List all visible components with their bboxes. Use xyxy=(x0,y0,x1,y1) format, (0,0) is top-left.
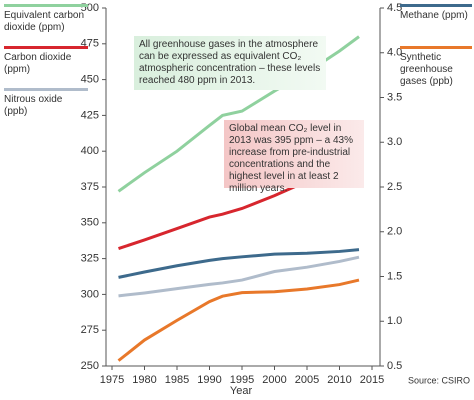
x-tick-label: 2005 xyxy=(295,374,319,386)
legend-label: Synthetic greenhouse gases (ppb) xyxy=(400,52,453,87)
y2-tick-label: 0.5 xyxy=(387,360,402,372)
legend-swatch xyxy=(400,4,472,7)
series-line xyxy=(118,255,360,298)
legend-item: Nitrous oxide (ppb) xyxy=(4,88,88,118)
y2-tick-label: 4.5 xyxy=(387,2,402,14)
x-tick-label: 1980 xyxy=(132,374,156,386)
legend-swatch xyxy=(4,46,88,49)
y2-tick-label: 2.0 xyxy=(387,226,402,238)
x-tick-label: 2010 xyxy=(327,374,351,386)
annotation: Global mean CO₂ level in 2013 was 395 pp… xyxy=(224,120,364,194)
y-tick-label: 300 xyxy=(81,288,99,300)
y2-tick-label: 3.0 xyxy=(387,136,402,148)
y2-tick-label: 2.5 xyxy=(387,181,402,193)
x-tick-label: 1975 xyxy=(100,374,124,386)
x-tick-label: 1995 xyxy=(230,374,254,386)
source: Source: CSIRO xyxy=(408,375,470,385)
y2-tick-label: 3.5 xyxy=(387,91,402,103)
y-tick-label: 350 xyxy=(81,217,99,229)
y-tick-label: 425 xyxy=(81,109,99,121)
x-tick-label: 1985 xyxy=(165,374,189,386)
legend-label: Equivalent carbon dioxide (ppm) xyxy=(4,10,85,33)
legend-label: Methane (ppm) xyxy=(400,10,468,21)
legend-swatch xyxy=(4,88,88,91)
x-tick-label: 2015 xyxy=(360,374,384,386)
y-tick-label: 250 xyxy=(81,360,99,372)
y-tick-label: 325 xyxy=(81,253,99,265)
x-tick-label: 1990 xyxy=(197,374,221,386)
legend-swatch xyxy=(4,4,88,7)
legend-item: Equivalent carbon dioxide (ppm) xyxy=(4,4,88,34)
legend-label: Nitrous oxide (ppb) xyxy=(4,94,63,117)
y-tick-label: 400 xyxy=(81,145,99,157)
legend-item: Carbon dioxide (ppm) xyxy=(4,46,88,76)
y-tick-label: 275 xyxy=(81,324,99,336)
y2-tick-label: 1.5 xyxy=(387,270,402,282)
y-tick-label: 450 xyxy=(81,74,99,86)
series-line xyxy=(117,278,360,362)
annotation: All greenhouse gases in the atmosphere c… xyxy=(134,36,326,90)
legend-item: Methane (ppm) xyxy=(400,4,472,22)
y2-tick-label: 1.0 xyxy=(387,315,402,327)
legend-swatch xyxy=(400,46,472,49)
y2-tick-label: 4.0 xyxy=(387,47,402,59)
x-axis-label: Year xyxy=(230,385,253,397)
y-tick-label: 375 xyxy=(81,181,99,193)
legend-item: Synthetic greenhouse gases (ppb) xyxy=(400,46,472,88)
legend-label: Carbon dioxide (ppm) xyxy=(4,52,72,75)
x-tick-label: 2000 xyxy=(262,374,286,386)
series-line xyxy=(118,248,360,279)
